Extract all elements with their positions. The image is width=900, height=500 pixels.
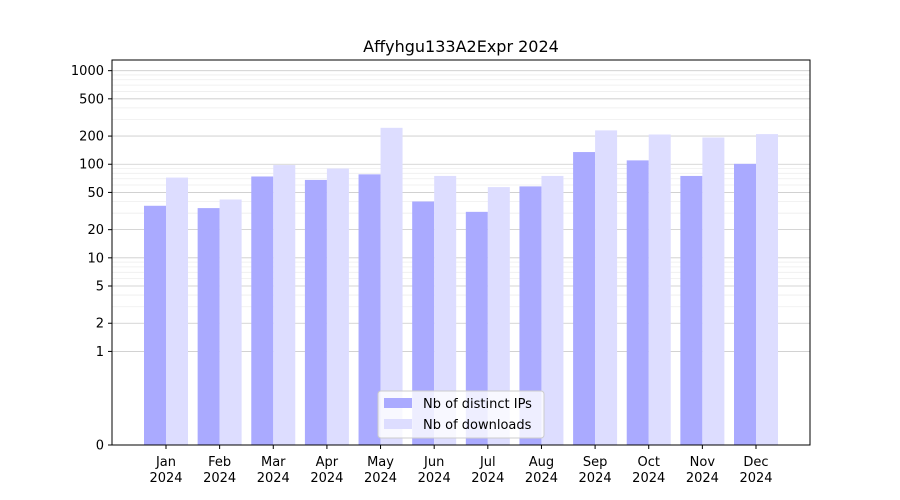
x-tick-label-year: 2024 xyxy=(310,471,343,486)
legend-label: Nb of distinct IPs xyxy=(423,397,532,412)
x-tick-label-year: 2024 xyxy=(149,471,182,486)
bar-downloads xyxy=(326,168,349,445)
plot-frame xyxy=(111,59,811,446)
x-tick-label-year: 2024 xyxy=(579,471,612,486)
legend-swatch xyxy=(384,398,412,408)
y-tick-label: 5 xyxy=(96,280,104,295)
y-tick-label: 2 xyxy=(96,317,104,332)
bar-downloads xyxy=(541,175,564,445)
y-axis: 0 1 2 5 10 20 50 100 200 500 1000 xyxy=(71,64,112,454)
x-tick-label-month: Jun xyxy=(423,455,444,470)
y-tick-label: 20 xyxy=(87,223,104,238)
bar-downloads xyxy=(219,199,242,445)
bar-distinct-ips xyxy=(358,174,381,445)
bar-downloads xyxy=(166,177,188,446)
x-tick-label-month: Nov xyxy=(690,455,716,470)
x-axis: Jan2024Feb2024Mar2024Apr2024May2024Jun20… xyxy=(149,445,773,486)
x-tick-label-month: Apr xyxy=(316,455,339,470)
bar-downloads xyxy=(702,137,725,446)
legend-swatch xyxy=(384,419,412,429)
x-tick-label-month: Jan xyxy=(155,455,176,470)
x-tick-label-month: Oct xyxy=(637,455,659,470)
bar-distinct-ips xyxy=(465,211,488,445)
bar-distinct-ips xyxy=(412,201,435,445)
y-tick-label: 100 xyxy=(79,158,104,173)
y-tick-label: 10 xyxy=(87,251,104,266)
bar-distinct-ips xyxy=(251,176,274,446)
bar-distinct-ips xyxy=(573,152,596,445)
x-tick-label-month: Aug xyxy=(529,455,554,470)
x-tick-label-year: 2024 xyxy=(257,471,290,486)
y-tick-label: 1000 xyxy=(71,64,104,79)
bar-downloads xyxy=(756,134,778,446)
x-tick-label-year: 2024 xyxy=(203,471,236,486)
x-tick-label-month: May xyxy=(367,455,394,470)
bar-downloads xyxy=(595,130,618,446)
y-tick-label: 1 xyxy=(96,345,104,360)
bar-distinct-ips xyxy=(680,175,703,445)
x-tick-label-year: 2024 xyxy=(364,471,397,486)
x-tick-label-year: 2024 xyxy=(686,471,719,486)
x-tick-label-year: 2024 xyxy=(471,471,504,486)
bar-distinct-ips xyxy=(197,208,220,445)
x-tick-label-month: Jul xyxy=(479,455,496,470)
legend: Nb of distinct IPs Nb of downloads xyxy=(377,390,545,439)
y-tick-label: 50 xyxy=(87,186,104,201)
x-tick-label-year: 2024 xyxy=(525,471,558,486)
bar-distinct-ips xyxy=(626,160,649,445)
bars xyxy=(144,127,778,446)
chart-title: Affyhgu133A2Expr 2024 xyxy=(363,37,559,56)
x-tick-label-month: Sep xyxy=(583,455,608,470)
bar-downloads xyxy=(487,187,510,445)
x-tick-label-month: Mar xyxy=(261,455,286,470)
y-tick-label: 200 xyxy=(79,130,104,145)
bar-distinct-ips xyxy=(304,179,327,445)
x-tick-label-month: Dec xyxy=(743,455,768,470)
bar-downloads xyxy=(380,127,403,445)
x-tick-label-month: Feb xyxy=(208,455,231,470)
x-tick-label-year: 2024 xyxy=(632,471,665,486)
bar-downloads xyxy=(273,165,296,445)
bar-distinct-ips xyxy=(144,205,166,445)
y-tick-label: 500 xyxy=(79,92,104,107)
y-tick-label: 0 xyxy=(96,439,104,454)
bar-distinct-ips xyxy=(519,186,542,445)
legend-box xyxy=(377,390,545,439)
x-tick-label-year: 2024 xyxy=(418,471,451,486)
bar-distinct-ips xyxy=(734,163,756,445)
bar-downloads xyxy=(434,175,457,445)
x-tick-label-year: 2024 xyxy=(739,471,772,486)
bar-downloads xyxy=(648,134,671,445)
legend-label: Nb of downloads xyxy=(423,418,532,433)
